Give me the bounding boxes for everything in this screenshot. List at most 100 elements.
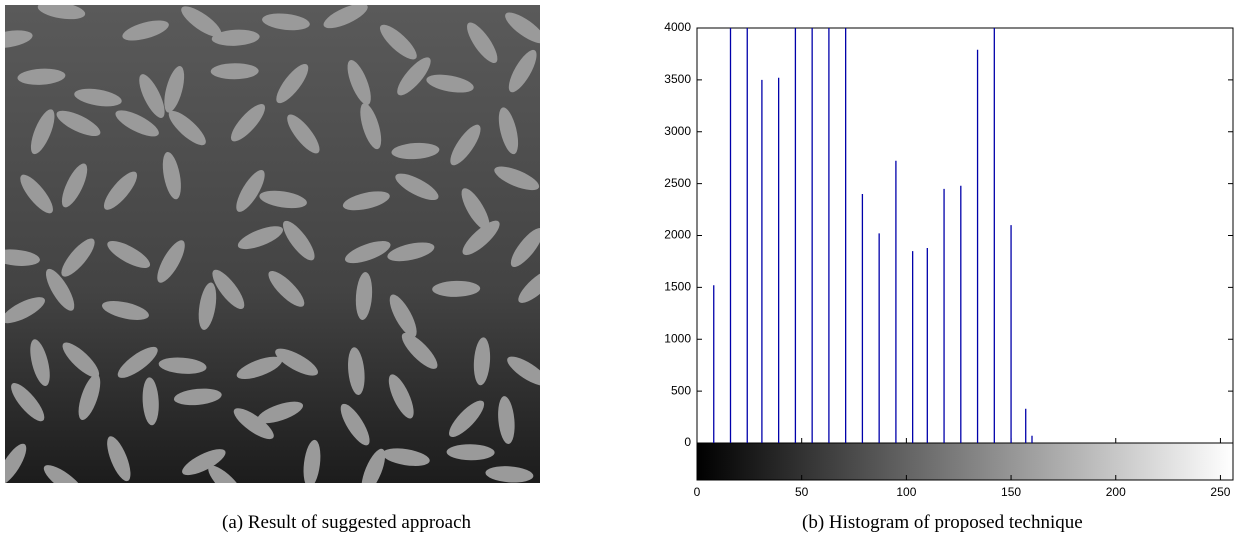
grain — [212, 269, 245, 310]
grain — [11, 383, 45, 422]
grain — [355, 272, 373, 320]
y-tick-label: 1000 — [664, 331, 691, 345]
grain — [342, 191, 390, 211]
grain — [237, 226, 284, 250]
y-tick-label: 4000 — [664, 20, 691, 34]
histogram: 0 500 1000 1500 2000 2500 3000 3500 4000 0 50 100 15… — [664, 20, 1234, 499]
grain — [323, 5, 368, 29]
y-tick-label: 500 — [671, 383, 691, 397]
grain — [142, 377, 159, 426]
grain — [510, 228, 540, 268]
x-tick-label: 100 — [896, 485, 916, 499]
grain — [397, 57, 431, 96]
grain — [236, 169, 265, 212]
grain — [507, 356, 540, 386]
grain — [5, 297, 45, 324]
grain — [379, 24, 417, 60]
grain — [389, 294, 417, 338]
grain — [275, 348, 318, 376]
grain — [102, 300, 149, 320]
grain — [181, 6, 222, 37]
grain — [382, 448, 430, 466]
grain — [498, 107, 519, 155]
grain — [157, 240, 185, 283]
x-tick-label: 200 — [1106, 485, 1126, 499]
grain — [259, 190, 307, 209]
grain — [30, 109, 55, 155]
grain — [505, 12, 540, 44]
grain — [103, 171, 138, 210]
grain — [340, 403, 370, 446]
grain — [30, 339, 50, 386]
grain — [158, 357, 207, 374]
caption-b: (b) Histogram of proposed technique — [802, 512, 1083, 533]
grain — [467, 22, 498, 63]
grain — [494, 166, 540, 191]
grain — [17, 68, 66, 85]
grain — [117, 346, 158, 378]
x-tick-label: 50 — [795, 485, 809, 499]
grain — [449, 400, 485, 438]
y-tick-label: 3000 — [664, 124, 691, 138]
y-tick-label: 0 — [684, 435, 691, 449]
grain — [387, 242, 435, 262]
grain — [262, 13, 310, 31]
grain — [230, 103, 266, 142]
grain — [56, 110, 101, 137]
grain — [139, 74, 165, 118]
grain — [401, 332, 438, 369]
grain — [62, 342, 100, 378]
grain — [182, 449, 226, 476]
colorbar — [696, 442, 1234, 481]
grain — [388, 374, 414, 419]
grain — [287, 114, 320, 154]
grain — [5, 249, 40, 266]
x-tick-label: 150 — [1001, 485, 1021, 499]
grain — [45, 268, 75, 311]
grain — [461, 188, 490, 231]
grain — [257, 401, 304, 424]
grain — [107, 436, 131, 482]
grain — [164, 66, 185, 113]
grain — [347, 59, 371, 105]
grain — [344, 241, 391, 264]
rice-image — [5, 5, 540, 483]
grain — [208, 465, 245, 483]
y-tick-label: 2500 — [664, 176, 691, 190]
grain — [450, 124, 481, 166]
grain — [43, 465, 84, 483]
grain — [74, 88, 122, 107]
grain — [61, 238, 95, 277]
x-tick-label: 0 — [694, 485, 701, 499]
grain — [360, 103, 382, 150]
grain — [37, 5, 86, 20]
grain — [473, 337, 491, 386]
y-tick-label: 1500 — [664, 280, 691, 294]
y-tick-label: 2000 — [664, 228, 691, 242]
grain — [78, 374, 101, 420]
y-tick-label: 3500 — [664, 72, 691, 86]
grain — [210, 63, 259, 80]
grain — [485, 466, 534, 483]
grain — [5, 443, 27, 483]
grain — [426, 74, 474, 93]
grain — [61, 163, 88, 208]
grain — [162, 151, 181, 200]
grain — [432, 280, 481, 297]
grain — [508, 49, 537, 93]
grain — [5, 30, 33, 49]
grain — [446, 444, 495, 461]
grain — [173, 388, 222, 406]
grain — [348, 347, 365, 396]
grain — [20, 174, 53, 214]
grain — [276, 63, 309, 104]
grain — [233, 408, 274, 440]
grain — [107, 240, 151, 268]
grain — [168, 110, 206, 146]
grain — [198, 282, 217, 330]
grain — [462, 220, 500, 256]
grain — [498, 396, 515, 444]
caption-a: (a) Result of suggested approach — [222, 512, 472, 533]
grain — [115, 110, 159, 137]
